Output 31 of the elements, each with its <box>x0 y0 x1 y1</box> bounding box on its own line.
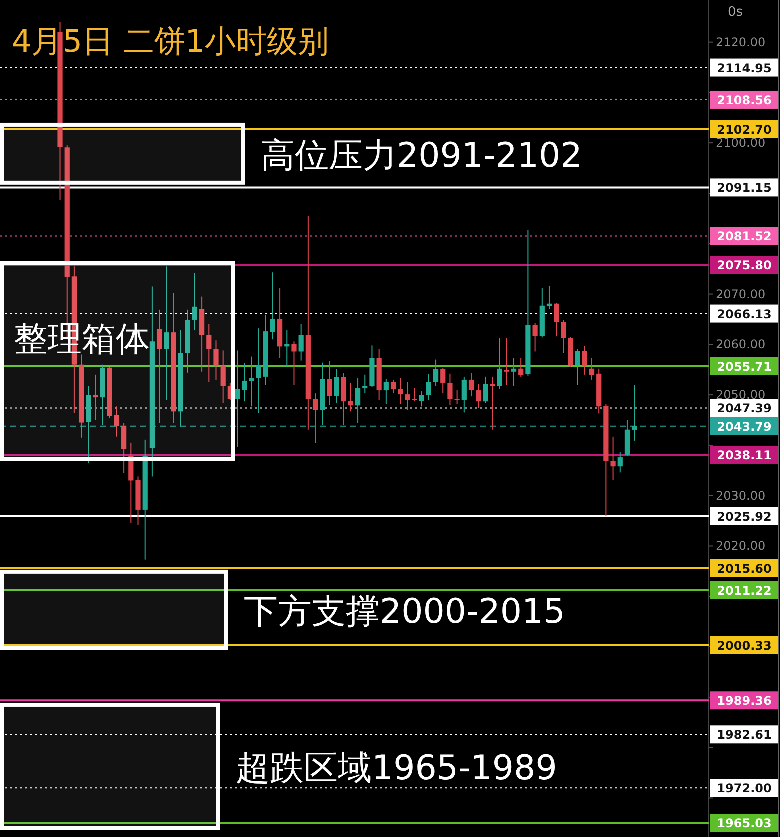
ref-line-label: 2000.33 <box>717 638 772 653</box>
y-tick-label: 2100.00 <box>716 136 766 150</box>
ref-line-label: 2114.95 <box>717 61 772 76</box>
ref-line-label: 2108.56 <box>717 93 772 108</box>
ref-line-label: 2091.15 <box>717 181 772 196</box>
text: 4月5日 二饼1小时级别 <box>12 24 330 60</box>
ref-line-label: 2038.11 <box>717 448 772 462</box>
y-tick-label: 2060.00 <box>716 338 766 352</box>
ref-line-label: 1965.03 <box>717 816 772 831</box>
band-label: 超跌区域1965-1989 <box>236 748 558 789</box>
ref-line-label: 2025.92 <box>717 510 772 524</box>
y-tick-label: 2120.00 <box>716 35 766 50</box>
ref-line-label: 1989.36 <box>717 694 772 708</box>
ref-line-label: 1982.61 <box>717 728 772 742</box>
y-tick-label: 2070.00 <box>716 287 766 302</box>
text: 0s <box>728 5 744 20</box>
band-label: 下方支撑2000-2015 <box>244 592 566 632</box>
ref-line-label: 2047.39 <box>717 402 772 416</box>
ref-line-label: 2015.60 <box>717 562 772 576</box>
ref-line-label: 2066.13 <box>717 307 772 322</box>
ref-line-label: 2081.52 <box>717 230 772 244</box>
band-label: 高位压力2091-2102 <box>261 136 582 176</box>
ref-line-label: 2075.80 <box>717 258 772 273</box>
ref-line-label: 2043.79 <box>717 420 772 434</box>
ref-line-label: 2011.22 <box>717 584 772 598</box>
ref-line-label: 1972.00 <box>717 782 772 796</box>
ref-line-label: 2055.71 <box>717 360 772 374</box>
y-tick-label: 2030.00 <box>716 488 766 503</box>
y-tick-label: 2050.00 <box>716 388 766 402</box>
y-tick-label: 2020.00 <box>716 539 766 554</box>
ref-line-label: 2102.70 <box>717 123 772 138</box>
